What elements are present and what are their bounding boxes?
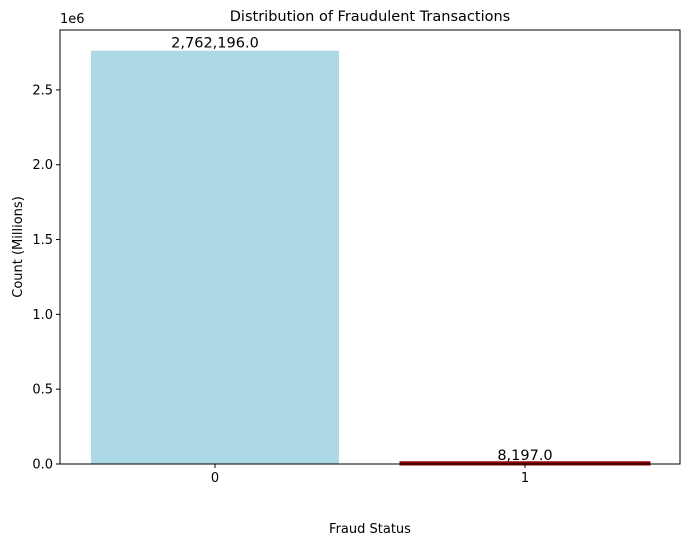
y-tick-label: 1.0 — [32, 308, 53, 323]
x-tick-label: 0 — [211, 471, 219, 486]
y-tick-label: 2.0 — [32, 158, 53, 173]
y-tick-label: 0.0 — [32, 458, 53, 473]
x-axis-label: Fraud Status — [329, 522, 411, 537]
plot-area: 2,762,196.0 0 8,197.0 1 0.0 0.5 1.0 1.5 2.0 2.5 — [32, 36, 651, 486]
y-tick-label: 2.5 — [32, 83, 53, 98]
y-offset-label: 1e6 — [60, 12, 85, 27]
y-axis-label: Count (Millions) — [11, 196, 26, 298]
y-tick-label: 1.5 — [32, 233, 53, 248]
plot-frame — [59, 29, 681, 465]
bar-0 — [91, 50, 339, 464]
chart-title: Distribution of Fraudulent Transactions — [230, 9, 510, 25]
x-tick-label: 1 — [521, 471, 529, 486]
y-tick-label: 0.5 — [32, 383, 53, 398]
data-label-1: 8,197.0 — [497, 448, 552, 464]
data-label-0: 2,762,196.0 — [171, 36, 259, 52]
